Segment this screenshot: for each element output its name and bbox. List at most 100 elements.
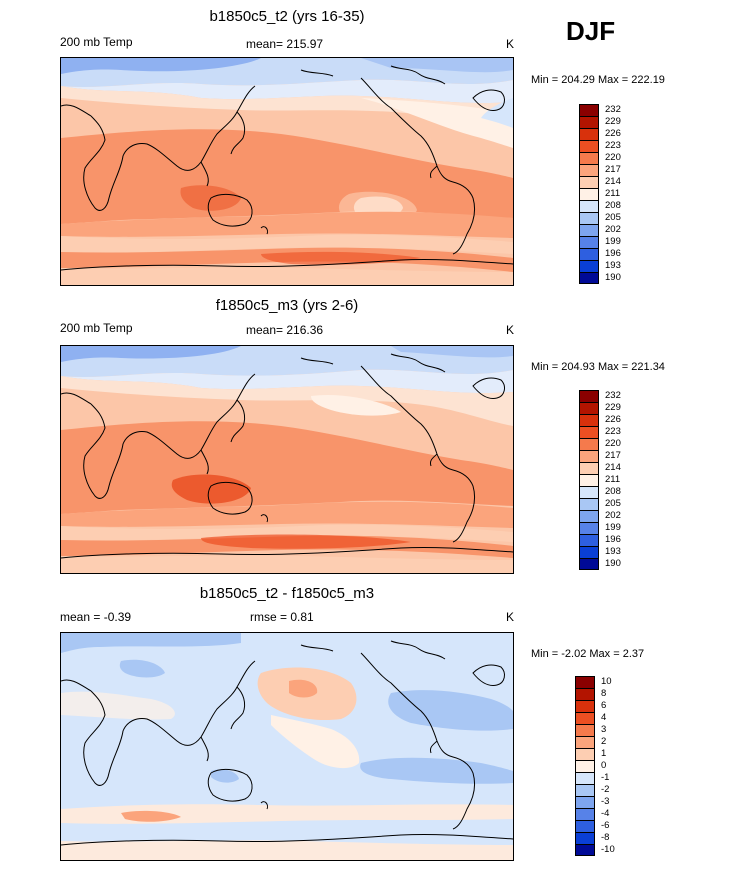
colorbar-tick-label: 10	[601, 676, 612, 687]
colorbar-cell	[580, 451, 598, 463]
colorbar-cell	[580, 165, 598, 177]
panel-3-minmax: Min = -2.02 Max = 2.37	[531, 648, 645, 660]
colorbar-tick-label: 223	[605, 426, 621, 437]
colorbar-cell	[576, 737, 594, 749]
colorbar-cell	[580, 427, 598, 439]
colorbar-cell	[580, 475, 598, 487]
colorbar-cell	[576, 821, 594, 833]
colorbar-tick-label: 190	[605, 272, 621, 283]
colorbar-cell	[580, 177, 598, 189]
panel-3-title: b1850c5_t2 - f1850c5_m3	[199, 585, 375, 602]
colorbar-tick-label: 196	[605, 248, 621, 259]
colorbar-cell	[576, 725, 594, 737]
colorbar-cell	[576, 749, 594, 761]
colorbar-cell	[576, 845, 594, 855]
panel-3-rmse: rmse = 0.81	[250, 610, 314, 624]
colorbar-cell	[576, 713, 594, 725]
colorbar-tick-label: 202	[605, 224, 621, 235]
colorbar-cell	[580, 511, 598, 523]
colorbar-cell	[580, 559, 598, 569]
colorbar-tick-label: 2	[601, 736, 607, 747]
colorbar-cell	[580, 189, 598, 201]
colorbar-tick-label: 220	[605, 438, 621, 449]
colorbar-cell	[580, 201, 598, 213]
colorbar-tick-label: 1	[601, 748, 607, 759]
panel-1-mean: mean= 215.97	[246, 37, 324, 51]
colorbar-cell	[576, 677, 594, 689]
colorbar-cell	[576, 773, 594, 785]
colorbar-tick-label: 205	[605, 498, 621, 509]
colorbar-tick-label: 202	[605, 510, 621, 521]
colorbar-tick-label: 205	[605, 212, 621, 223]
colorbar-cell	[580, 547, 598, 559]
colorbar-tick-label: -8	[601, 832, 610, 843]
colorbar-tick-label: 229	[605, 402, 621, 413]
colorbar-tick-label: 199	[605, 522, 621, 533]
colorbar-cell	[576, 797, 594, 809]
panel-3-colorbar	[575, 676, 595, 856]
colorbar-tick-label: 217	[605, 450, 621, 461]
colorbar-cell	[576, 785, 594, 797]
colorbar-cell	[580, 523, 598, 535]
panel-1-minmax: Min = 204.29 Max = 222.19	[531, 74, 665, 86]
colorbar-tick-label: 220	[605, 152, 621, 163]
colorbar-cell	[580, 117, 598, 129]
panel-2-minmax: Min = 204.93 Max = 221.34	[531, 361, 665, 373]
colorbar-tick-label: -10	[601, 844, 615, 855]
colorbar-cell	[576, 689, 594, 701]
colorbar-cell	[580, 105, 598, 117]
colorbar-tick-label: 190	[605, 558, 621, 569]
colorbar-cell	[580, 415, 598, 427]
colorbar-tick-label: 214	[605, 462, 621, 473]
panel-3-mean: mean = -0.39	[60, 610, 132, 624]
colorbar-tick-label: 208	[605, 200, 621, 211]
panel-1-title: b1850c5_t2 (yrs 16-35)	[209, 8, 365, 25]
panel-2-left-label: 200 mb Temp	[60, 321, 133, 335]
panel-1-units: K	[506, 37, 515, 51]
panel-1-left-label: 200 mb Temp	[60, 35, 133, 49]
colorbar-cell	[580, 249, 598, 261]
panel-1-map	[60, 57, 514, 286]
colorbar-tick-label: 208	[605, 486, 621, 497]
colorbar-cell	[580, 153, 598, 165]
colorbar-tick-label: 193	[605, 546, 621, 557]
colorbar-cell	[580, 391, 598, 403]
panel-2-colorbar	[579, 390, 599, 570]
colorbar-tick-label: -2	[601, 784, 610, 795]
colorbar-cell	[576, 833, 594, 845]
colorbar-tick-label: -3	[601, 796, 610, 807]
colorbar-tick-label: 0	[601, 760, 607, 771]
colorbar-cell	[580, 141, 598, 153]
colorbar-cell	[580, 463, 598, 475]
colorbar-cell	[580, 535, 598, 547]
colorbar-cell	[580, 499, 598, 511]
colorbar-tick-label: 3	[601, 724, 607, 735]
colorbar-tick-label: 193	[605, 260, 621, 271]
colorbar-tick-label: 211	[605, 474, 621, 485]
panel-3-units: K	[506, 610, 515, 624]
colorbar-tick-label: 214	[605, 176, 621, 187]
colorbar-tick-label: 223	[605, 140, 621, 151]
colorbar-tick-label: 196	[605, 534, 621, 545]
season-label: DJF	[566, 16, 616, 46]
colorbar-cell	[580, 439, 598, 451]
panel-1-colorbar	[579, 104, 599, 284]
colorbar-tick-label: 8	[601, 688, 607, 699]
colorbar-cell	[580, 273, 598, 283]
colorbar-cell	[580, 403, 598, 415]
colorbar-tick-label: 232	[605, 390, 621, 401]
panel-2-map	[60, 345, 514, 574]
panel-2-title: f1850c5_m3 (yrs 2-6)	[215, 297, 359, 314]
colorbar-tick-label: -4	[601, 808, 610, 819]
colorbar-tick-label: 229	[605, 116, 621, 127]
colorbar-cell	[580, 487, 598, 499]
panel-2-units: K	[506, 323, 515, 337]
colorbar-tick-label: 217	[605, 164, 621, 175]
colorbar-cell	[580, 237, 598, 249]
colorbar-cell	[580, 261, 598, 273]
colorbar-cell	[576, 809, 594, 821]
colorbar-cell	[576, 701, 594, 713]
colorbar-tick-label: -1	[601, 772, 610, 783]
colorbar-cell	[576, 761, 594, 773]
panel-3-map	[60, 632, 514, 861]
